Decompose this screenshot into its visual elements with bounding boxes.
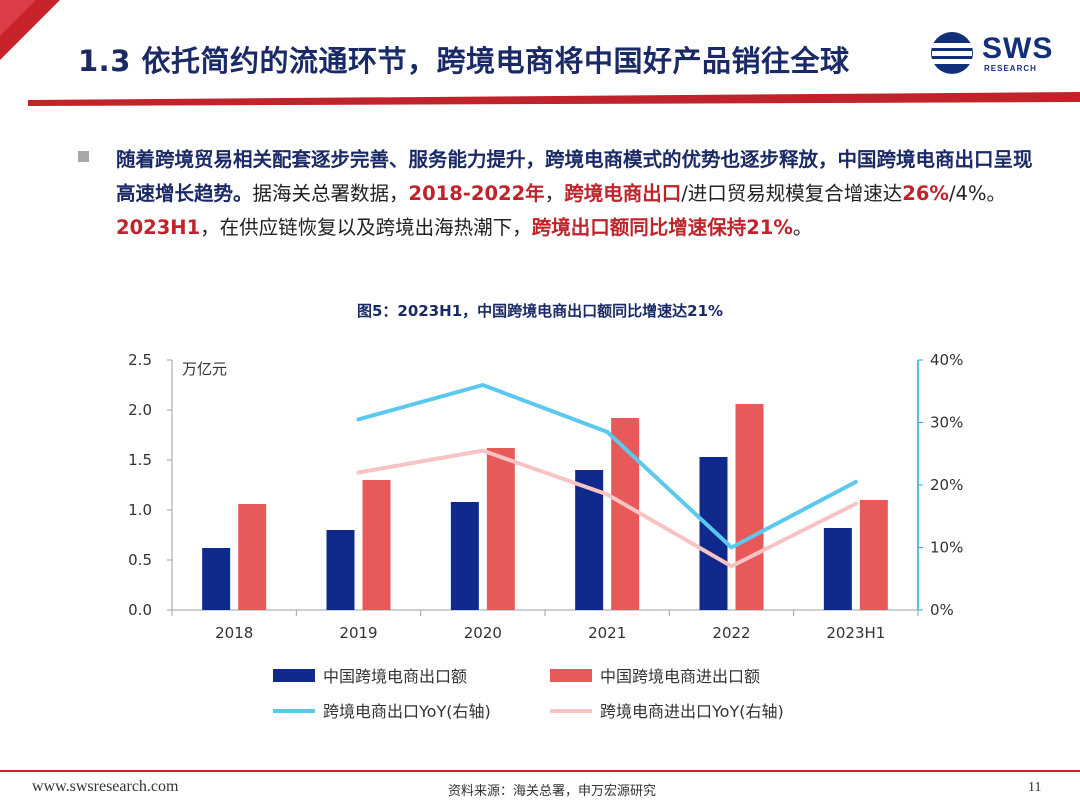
legend-swatch-bar [273, 669, 315, 682]
bar-export [823, 528, 852, 610]
page-title: 1.3 依托简约的流通环节，跨境电商将中国好产品销往全球 [78, 44, 850, 78]
bar-import-export [859, 500, 888, 610]
legend-label: 中国跨境电商出口额 [323, 667, 467, 686]
bar-export [326, 530, 355, 610]
left-tick-label: 2.0 [128, 401, 152, 419]
left-tick-label: 0.0 [128, 601, 152, 619]
left-tick-label: 2.5 [128, 351, 152, 369]
legend-swatch-bar [550, 669, 592, 682]
legend-label: 跨境电商进出口YoY(右轴) [600, 702, 784, 721]
corner-accent-light [0, 0, 36, 36]
bullet-square-icon [78, 151, 89, 162]
bar-import-export [238, 504, 267, 610]
bar-import-export [486, 448, 515, 610]
x-tick-label: 2023H1 [826, 624, 885, 642]
paragraph-segment: /进口贸易规模复合增速达 [681, 182, 903, 205]
x-tick-label: 2020 [464, 624, 502, 642]
paragraph-segment: 。 [792, 216, 813, 239]
chart: 0.0 0.5 1.0 1.5 2.0 2.5 万亿元 0% 10% 20% 30% 40% 2018 2… [128, 351, 963, 721]
paragraph-segment: ， [544, 182, 565, 205]
paragraph-text: 随着跨境贸易相关配套逐步完善、服务能力提升，跨境电商模式的优势也逐步释放，中国跨… [116, 143, 1051, 245]
footer-source: 资料来源：海关总署，申万宏源研究 [448, 784, 657, 799]
paragraph-segment: 2023H1 [116, 216, 201, 239]
paragraph-segment: 随着跨境贸易相关配套逐步完善、服务能力提升，跨境电商模式的优势也逐步释放，中国跨… [116, 148, 1033, 205]
bar-import-export [735, 404, 764, 610]
paragraph-segment: 跨境电商出口 [564, 182, 682, 205]
legend-label: 跨境电商出口YoY(右轴) [323, 702, 491, 721]
paragraph-segment: 跨境出口额同比增速保持21% [531, 216, 793, 239]
paragraph-segment: 据海关总署数据， [252, 182, 409, 205]
bar-export [699, 457, 728, 610]
x-tick-label: 2021 [588, 624, 626, 642]
header-underline [28, 92, 1080, 106]
bar-export [450, 502, 479, 610]
left-axis-unit: 万亿元 [182, 360, 227, 378]
header-decoration [0, 0, 1080, 106]
logo-subtext: RESEARCH [984, 64, 1037, 73]
paragraph-segment: 26% [902, 182, 949, 205]
right-tick-label: 30% [930, 414, 963, 432]
left-tick-label: 1.5 [128, 451, 152, 469]
bar-export [202, 548, 231, 610]
logo-text: SWS [982, 32, 1054, 65]
header-band: 1.3 依托简约的流通环节，跨境电商将中国好产品销往全球 SWS RESEARC… [0, 0, 1080, 110]
footer-divider [0, 770, 1080, 772]
right-tick-label: 10% [930, 539, 963, 557]
paragraph-segment: ，在供应链恢复以及跨境出海热潮下， [200, 216, 532, 239]
paragraph-segment: 2018-2022年 [408, 182, 545, 205]
line-import-export-yoy [356, 448, 858, 569]
logo-emblem-icon [931, 32, 973, 74]
right-tick-label: 40% [930, 351, 963, 369]
x-tick-label: 2018 [215, 624, 253, 642]
footer-url[interactable]: www.swsresearch.com [32, 778, 179, 795]
right-tick-label: 0% [930, 601, 954, 619]
line-export-yoy [356, 383, 858, 550]
chart-title: 图5：2023H1，中国跨境电商出口额同比增速达21% [356, 302, 724, 320]
page-number: 11 [1028, 780, 1042, 795]
left-tick-label: 0.5 [128, 551, 152, 569]
bar-import-export [362, 480, 391, 610]
x-tick-label: 2019 [339, 624, 377, 642]
x-tick-label: 2022 [712, 624, 750, 642]
legend-label: 中国跨境电商进出口额 [600, 667, 760, 686]
left-tick-label: 1.0 [128, 501, 152, 519]
paragraph-segment: /4%。 [948, 182, 1006, 205]
right-tick-label: 20% [930, 476, 963, 494]
sws-logo: SWS RESEARCH [926, 30, 1066, 76]
